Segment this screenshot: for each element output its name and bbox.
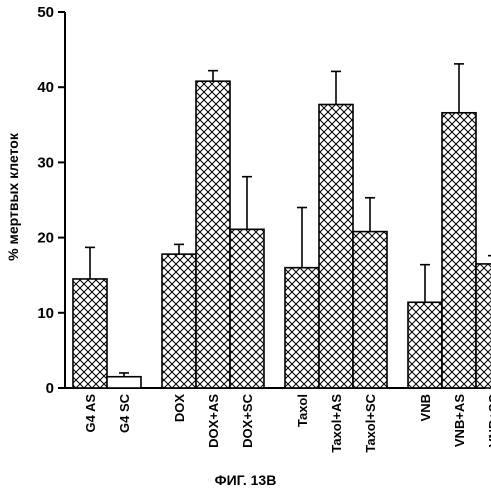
bar-g4-sc (106, 375, 142, 389)
x-tick-label: G4 AS (83, 394, 98, 433)
x-tick-label: Taxol+SC (363, 393, 378, 452)
y-tick-label: 50 (37, 4, 54, 21)
x-tick-label: DOX+SC (240, 393, 255, 447)
y-tick-label: 0 (46, 380, 54, 397)
x-tick-label: VNB+SC (486, 393, 491, 447)
y-axis-label: % мертвых клеток (4, 92, 22, 302)
bar-dox-as (195, 80, 231, 389)
x-tick-label: VNB+AS (452, 394, 467, 447)
bar-dox (161, 253, 197, 389)
x-tick-label: Taxol+AS (329, 394, 344, 453)
bar-dox-sc (229, 228, 265, 389)
figure-caption: ФИГ. 13B (214, 472, 277, 488)
bar-taxol-sc (352, 230, 388, 389)
y-axis-label-text: % мертвых клеток (5, 133, 21, 261)
bar-taxol (284, 266, 320, 389)
y-tick-label: 10 (37, 305, 54, 322)
x-tick-label: G4 SC (117, 393, 132, 433)
bar-vnb-as (441, 111, 477, 389)
x-tick-label: DOX (172, 394, 187, 423)
y-tick-label: 40 (37, 79, 54, 96)
x-tick-label: Taxol (295, 394, 310, 427)
x-tick-label: DOX+AS (206, 394, 221, 448)
bar-taxol-as (318, 103, 354, 389)
y-tick-label: 20 (37, 230, 54, 247)
y-tick-label: 30 (37, 154, 54, 171)
x-tick-label: VNB (418, 394, 433, 421)
bar-vnb (407, 301, 443, 389)
bar-vnb-sc (475, 263, 491, 389)
bar-g4-as (72, 278, 108, 389)
